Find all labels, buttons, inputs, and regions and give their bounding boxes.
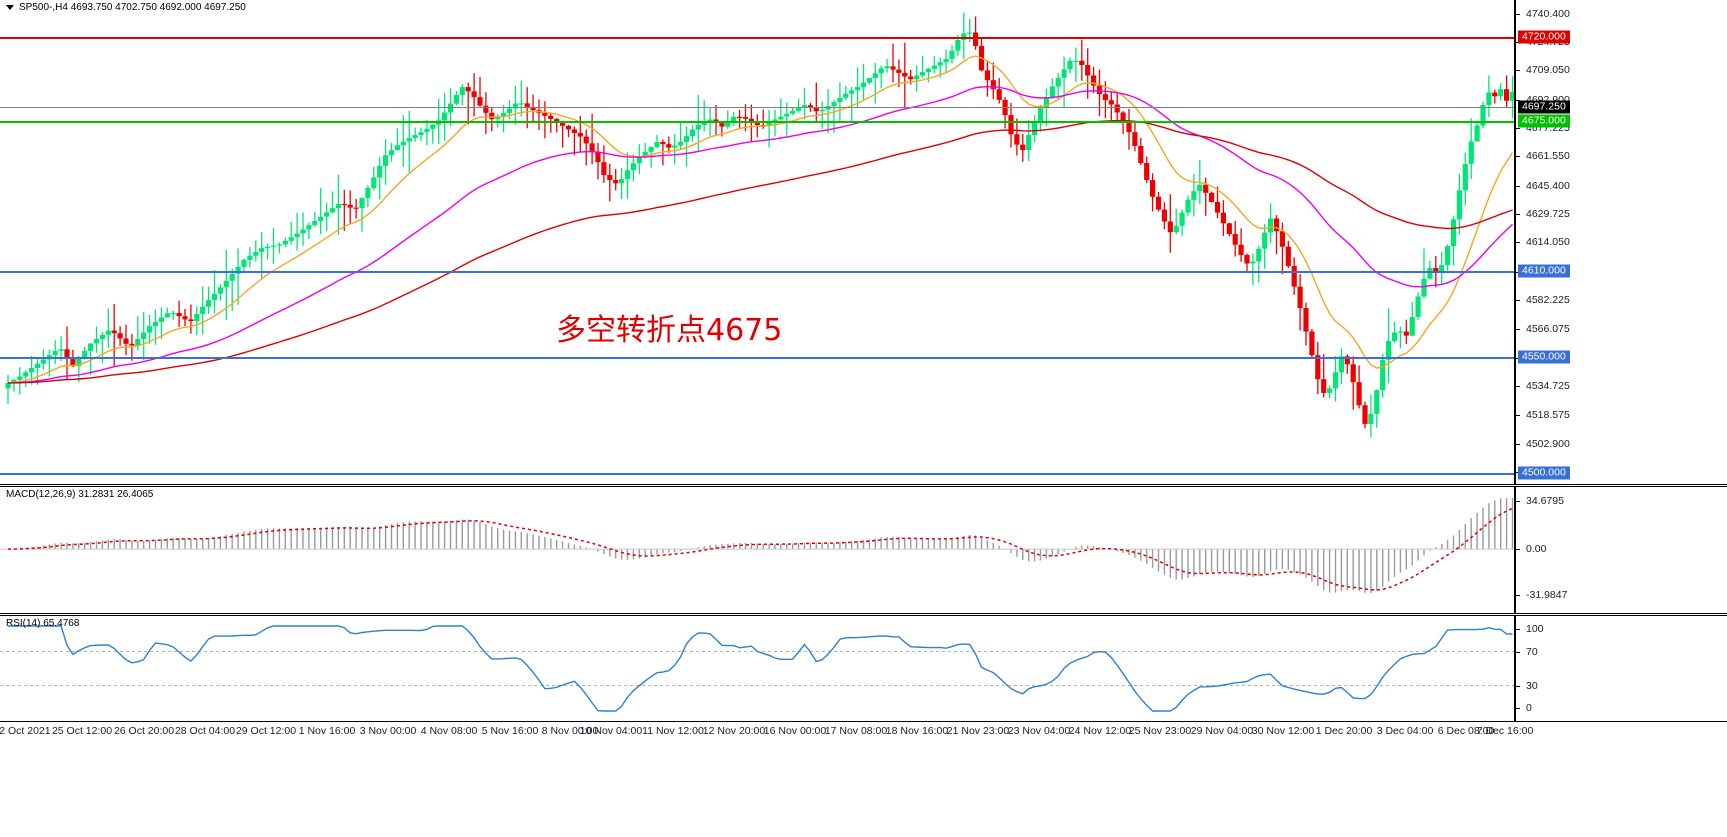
- time-axis-label: 12 Nov 20:00: [702, 725, 766, 737]
- chart-annotation-text: 多空转折点4675: [556, 313, 783, 348]
- rsi-plot-area[interactable]: RSI(14) 65.4768: [0, 616, 1516, 721]
- price-tag-4675[interactable]: 4675.000: [1518, 114, 1570, 128]
- price-axis-tick: 4645.400: [1516, 180, 1570, 192]
- symbol-header: SP500-,H4 4693.750 4702.750 4692.000 469…: [0, 0, 246, 14]
- price-plot-area[interactable]: 多空转折点4675: [0, 0, 1516, 484]
- price-axis-tick: 4566.075: [1516, 323, 1570, 335]
- time-axis-label: 23 Nov 04:00: [1007, 725, 1071, 737]
- time-axis-label: 28 Oct 04:00: [174, 725, 236, 737]
- price-tag-4720[interactable]: 4720.000: [1518, 30, 1570, 44]
- macd-axis: 34.6795 0.00 -31.9847: [1516, 487, 1727, 613]
- price-tag-4500[interactable]: 4500.000: [1518, 466, 1570, 480]
- time-axis-label: 3 Nov 00:00: [359, 725, 417, 737]
- price-tag-4697[interactable]: 4697.250: [1518, 100, 1570, 114]
- price-axis-tick: 4629.725: [1516, 208, 1570, 220]
- time-axis-label: 16 Nov 00:00: [763, 725, 827, 737]
- time-axis-label: 4 Nov 08:00: [420, 725, 478, 737]
- rsi-series: [0, 625, 1514, 712]
- time-axis-label: 22 Oct 2021: [0, 725, 51, 737]
- rsi-axis-tick: 30: [1516, 680, 1538, 692]
- time-axis-label: 30 Nov 12:00: [1251, 725, 1315, 737]
- time-axis-label: 21 Nov 23:00: [946, 725, 1010, 737]
- level-line-4500: [0, 473, 1514, 475]
- rsi-axis-tick: 0: [1516, 702, 1532, 714]
- macd-axis-tick: 34.6795: [1516, 495, 1564, 507]
- price-axis-tick: 4534.725: [1516, 380, 1570, 392]
- price-axis-tick: 4614.050: [1516, 236, 1570, 248]
- macd-axis-tick: -31.9847: [1516, 589, 1567, 601]
- level-line-4675: [0, 121, 1514, 123]
- time-axis-label: 25 Nov 23:00: [1128, 725, 1192, 737]
- level-line-last-price: [0, 107, 1514, 108]
- time-axis-label: 17 Nov 08:00: [824, 725, 888, 737]
- macd-axis-tick: 0.00: [1516, 543, 1546, 555]
- rsi-title: RSI(14) 65.4768: [6, 618, 80, 629]
- level-line-4610: [0, 271, 1514, 273]
- macd-title: MACD(12,26,9) 31.2831 26.4065: [6, 489, 154, 500]
- symbol-ohlc-text: SP500-,H4 4693.750 4702.750 4692.000 469…: [19, 1, 246, 13]
- price-axis-tick: 4709.050: [1516, 64, 1570, 76]
- time-axis-label: 11 Nov 12:00: [642, 725, 704, 737]
- candlestick-series: [5, 12, 1514, 438]
- price-axis-tick: 4740.400: [1516, 8, 1570, 20]
- time-axis-label: 29 Oct 12:00: [235, 725, 297, 737]
- price-tag-4550[interactable]: 4550.000: [1518, 350, 1570, 364]
- rsi-axis: 100 70 30 0: [1516, 616, 1727, 721]
- time-axis-label: 29 Nov 04:00: [1190, 725, 1254, 737]
- time-axis-label: 18 Nov 16:00: [885, 725, 949, 737]
- price-axis-tick: 4661.550: [1516, 150, 1570, 162]
- rsi-axis-tick: 100: [1516, 623, 1544, 635]
- time-axis-label: 24 Nov 12:00: [1068, 725, 1132, 737]
- price-pane[interactable]: 多空转折点4675 4740.4004724.7254709.0504692.9…: [0, 0, 1727, 485]
- time-axis-label: 1 Dec 20:00: [1315, 725, 1373, 737]
- price-tag-4610[interactable]: 4610.000: [1518, 264, 1570, 278]
- time-axis-label: 7 Dec 16:00: [1476, 725, 1534, 737]
- level-line-4550: [0, 357, 1514, 359]
- time-axis-label: 3 Dec 04:00: [1376, 725, 1434, 737]
- triangle-down-icon[interactable]: [6, 4, 14, 10]
- macd-series: [0, 497, 1514, 593]
- time-axis-label: 5 Nov 16:00: [481, 725, 539, 737]
- macd-plot-area[interactable]: MACD(12,26,9) 31.2831 26.4065: [0, 487, 1516, 613]
- price-axis-tick: 4582.225: [1516, 294, 1570, 306]
- level-line-4720: [0, 37, 1514, 39]
- time-axis-label: 25 Oct 12:00: [51, 725, 113, 737]
- price-axis[interactable]: 4740.4004724.7254709.0504692.9004677.225…: [1516, 0, 1727, 484]
- time-axis-label: 8 Nov 00:00: [541, 725, 599, 737]
- rsi-pane[interactable]: RSI(14) 65.4768 100 70 30 0: [0, 615, 1727, 722]
- rsi-axis-tick: 70: [1516, 646, 1538, 658]
- time-axis-label: 6 Dec 08:00: [1437, 725, 1495, 737]
- time-axis-label: 10 Nov 04:00: [579, 725, 643, 737]
- time-axis-label: 1 Nov 16:00: [298, 725, 356, 737]
- macd-pane[interactable]: MACD(12,26,9) 31.2831 26.4065 34.6795 0.0…: [0, 486, 1727, 614]
- time-axis-label: 26 Oct 20:00: [113, 725, 175, 737]
- price-axis-tick: 4518.575: [1516, 409, 1570, 421]
- price-axis-tick: 4502.900: [1516, 438, 1570, 450]
